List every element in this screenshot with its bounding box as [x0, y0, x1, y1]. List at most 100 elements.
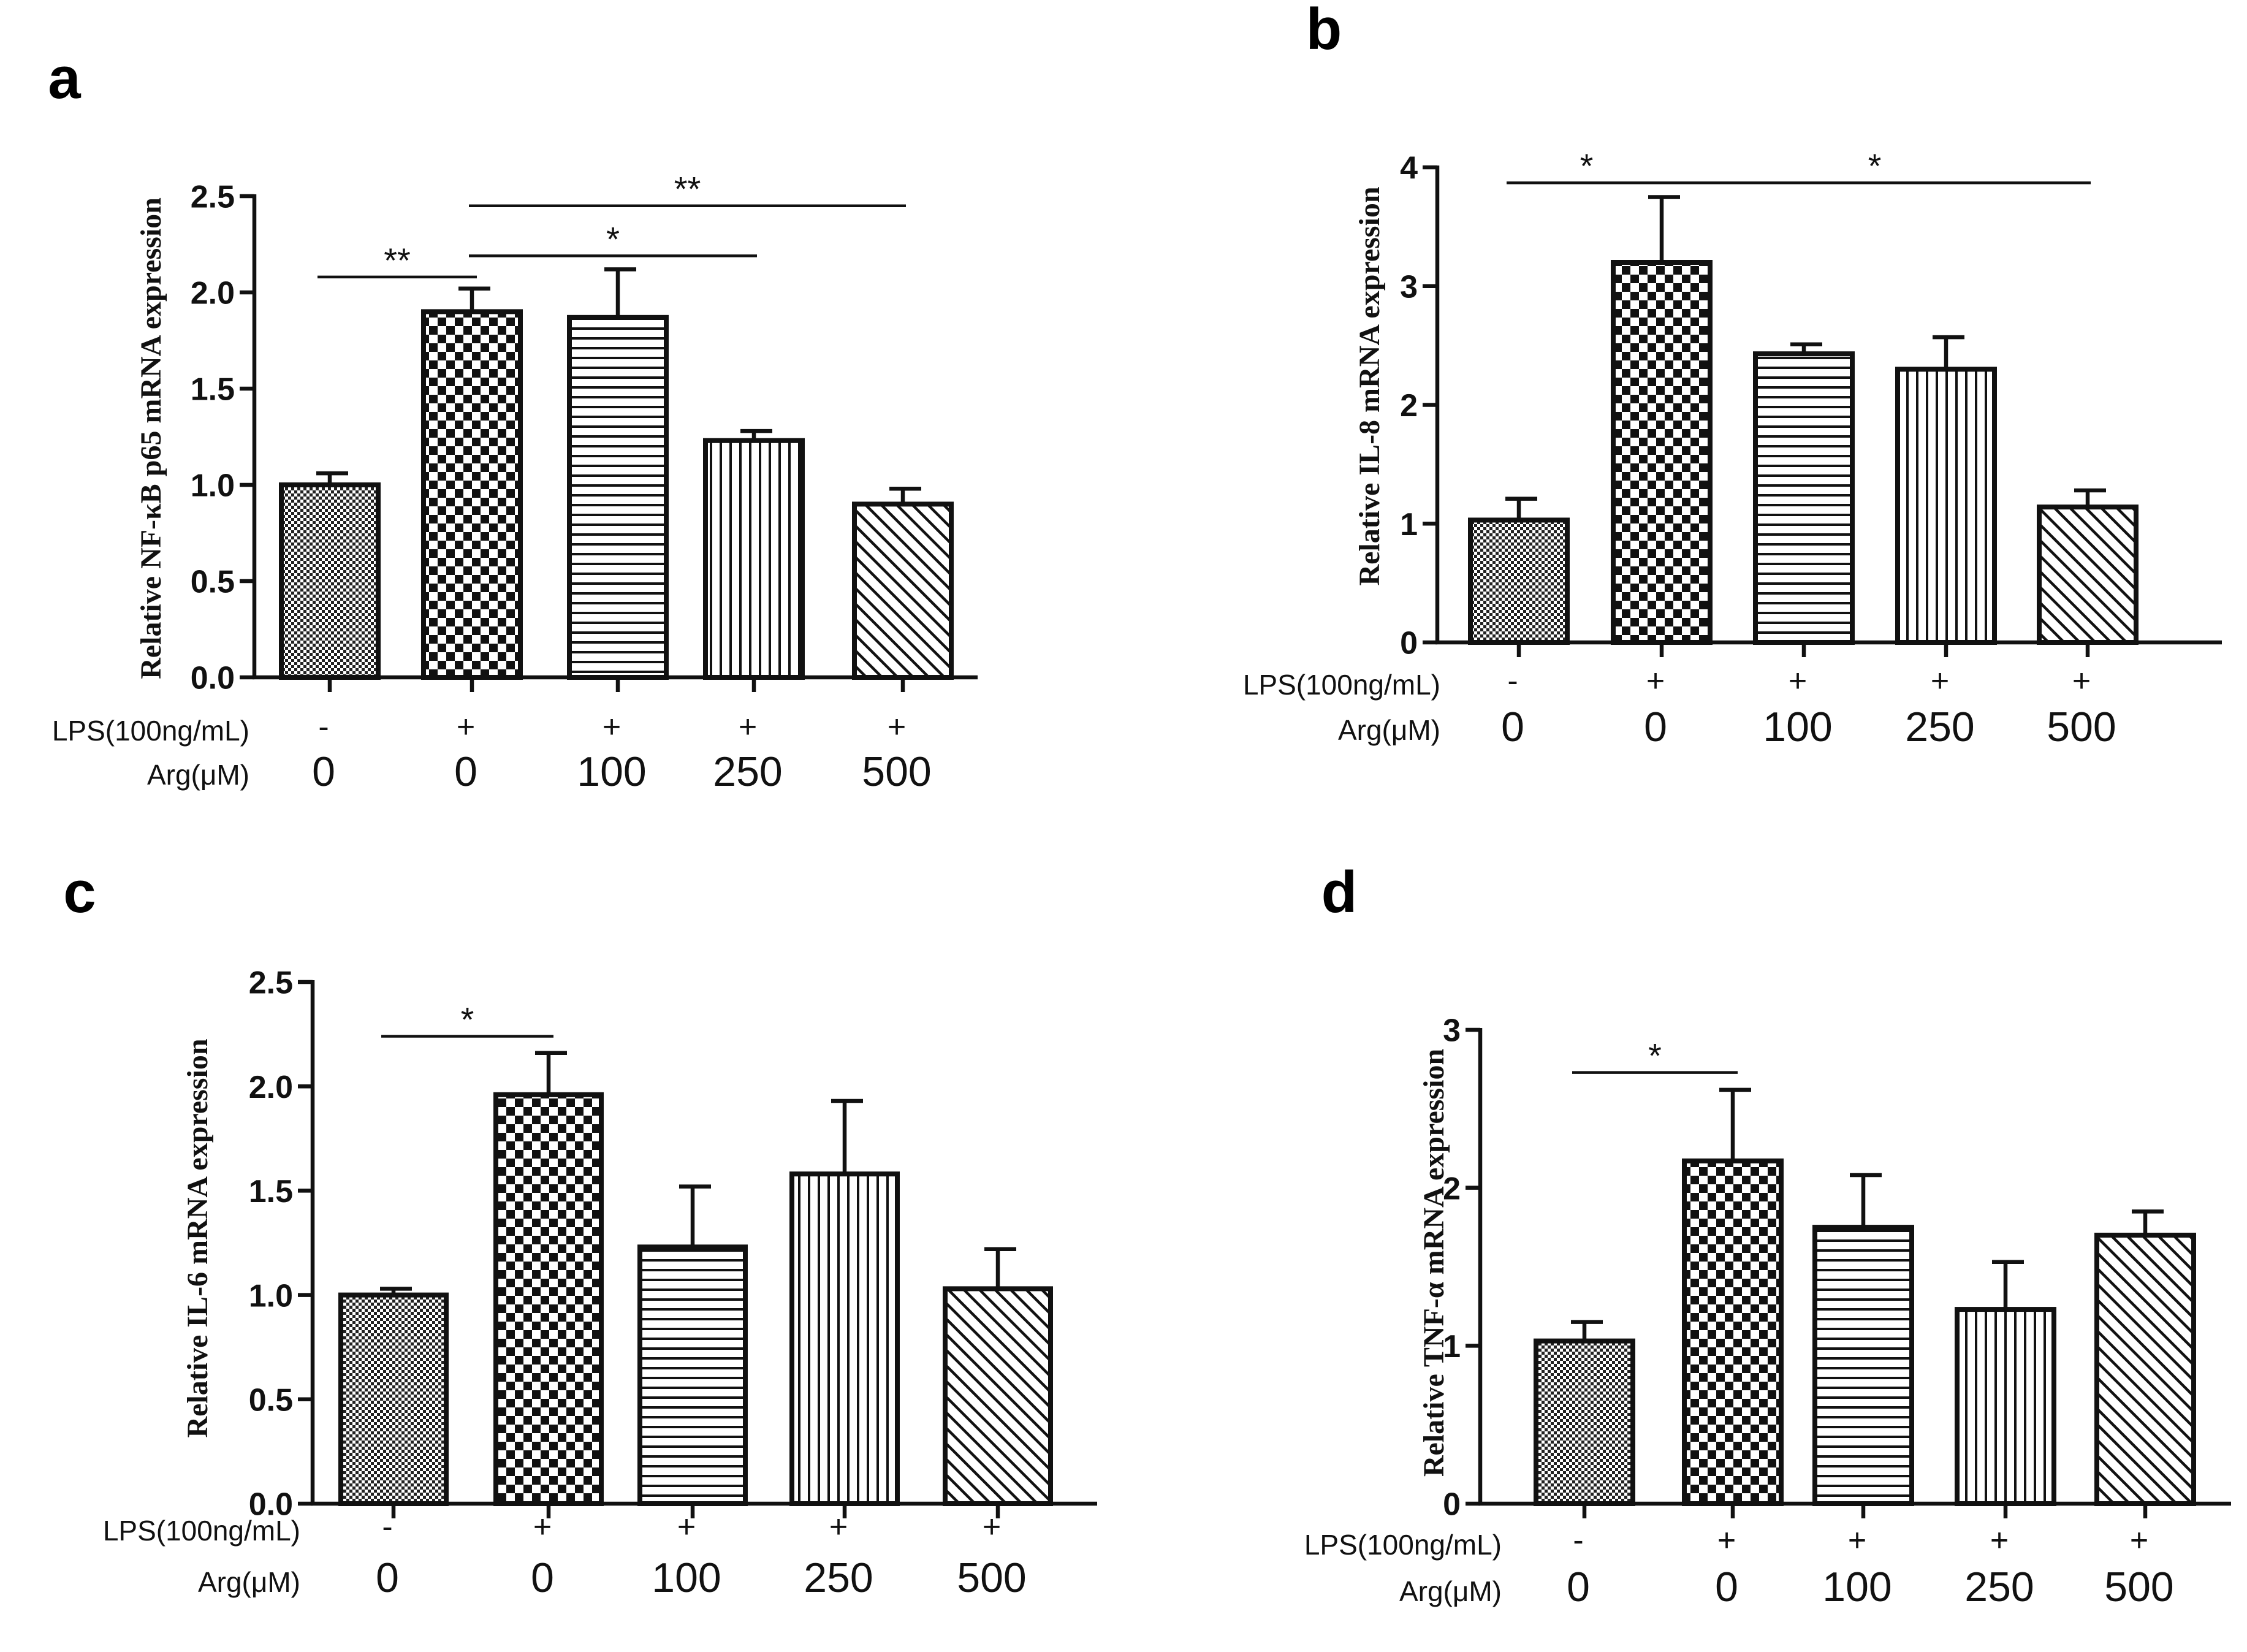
- bar: [2037, 504, 2139, 645]
- lps-sign: +: [983, 1509, 1001, 1545]
- y-axis-label: Relative NF-κB p65 mRNA expression: [135, 197, 167, 679]
- bar: [852, 501, 954, 680]
- y-tick-label: 0.0: [191, 661, 235, 696]
- bar: [493, 1092, 604, 1507]
- arg-value: 100: [1763, 704, 1832, 750]
- y-tick-label: 1: [1443, 1329, 1461, 1365]
- lps-sign: +: [1717, 1523, 1736, 1558]
- bar: [2094, 1232, 2196, 1506]
- chart-panel-b: b Relative IL-8 mRNA expression 0 1 2 3 4 * * LPS…: [1243, 0, 2222, 750]
- y-tick-label: 1.5: [191, 372, 235, 408]
- condition-row-label: LPS(100ng/mL): [52, 715, 249, 747]
- arg-value: 0: [376, 1555, 399, 1601]
- y-axis-label: Relative TNF-α mRNA expression: [1418, 1049, 1450, 1477]
- chart-panel-d: d Relative TNF-α mRNA expression 0 1 2 3 * LPS(…: [1304, 859, 2231, 1610]
- lps-sign: -: [1573, 1523, 1583, 1558]
- lps-sign: +: [1990, 1523, 2009, 1558]
- arg-value: 250: [713, 748, 782, 795]
- significance-label: *: [606, 219, 620, 258]
- bar: [567, 314, 669, 680]
- lps-sign: +: [888, 709, 906, 745]
- condition-row-label: LPS(100ng/mL): [1304, 1529, 1502, 1561]
- arg-value: 0: [1715, 1564, 1738, 1610]
- significance-label: *: [461, 1000, 474, 1039]
- y-tick-label: 2.5: [249, 965, 293, 1001]
- bar: [1468, 517, 1570, 645]
- y-tick-label: 2: [1443, 1171, 1461, 1206]
- arg-value: 0: [1567, 1564, 1590, 1610]
- y-tick-label: 0: [1443, 1487, 1461, 1523]
- arg-value: 100: [1822, 1564, 1892, 1610]
- y-tick-label: 2.5: [191, 180, 235, 215]
- lps-sign: -: [1507, 663, 1518, 699]
- bar: [943, 1286, 1053, 1506]
- bar: [1895, 367, 1997, 645]
- lps-sign: +: [1931, 663, 1949, 699]
- bar: [1753, 351, 1855, 645]
- bar: [1611, 260, 1713, 645]
- bar: [1955, 1307, 2056, 1507]
- bar: [703, 438, 805, 680]
- lps-sign: +: [1848, 1523, 1866, 1558]
- condition-row-label: LPS(100ng/mL): [103, 1515, 300, 1547]
- bar: [1812, 1225, 1914, 1507]
- y-tick-label: 1.5: [249, 1174, 293, 1209]
- panel-letter: b: [1306, 0, 1342, 62]
- significance-label: *: [1868, 147, 1882, 185]
- y-axis-label: Relative IL-8 mRNA expression: [1353, 186, 1386, 585]
- arg-value: 0: [1501, 704, 1524, 750]
- y-tick-label: 3: [1443, 1013, 1461, 1049]
- y-tick-label: 2.0: [191, 276, 235, 311]
- bar: [1534, 1338, 1635, 1506]
- y-tick-label: 0.5: [191, 565, 235, 600]
- lps-sign: -: [382, 1509, 392, 1545]
- y-axis-label: Relative IL-6 mRNA expression: [181, 1038, 214, 1437]
- significance-label: **: [384, 241, 411, 280]
- arg-value: 0: [1644, 704, 1667, 750]
- lps-sign: +: [829, 1509, 848, 1545]
- bar: [789, 1171, 900, 1506]
- arg-value: 0: [531, 1555, 554, 1601]
- y-tick-label: 1: [1400, 507, 1418, 542]
- arg-value: 500: [957, 1555, 1026, 1601]
- lps-sign: +: [533, 1509, 552, 1545]
- lps-sign: +: [2130, 1523, 2148, 1558]
- y-tick-label: 0: [1400, 626, 1418, 661]
- arg-value: 250: [1964, 1564, 2034, 1610]
- bar: [338, 1292, 449, 1507]
- significance-label: *: [1580, 147, 1594, 185]
- y-tick-label: 4: [1400, 151, 1418, 186]
- arg-value: 0: [312, 748, 335, 795]
- arg-value: 500: [2104, 1564, 2173, 1610]
- arg-value: 100: [577, 748, 646, 795]
- y-tick-label: 1.0: [191, 468, 235, 504]
- y-tick-label: 2.0: [249, 1070, 293, 1105]
- condition-row-label: Arg(μM): [147, 759, 249, 791]
- lps-sign: +: [739, 709, 757, 745]
- arg-value: 250: [1905, 704, 1974, 750]
- lps-sign: +: [1789, 663, 1807, 699]
- significance-label: *: [1648, 1037, 1662, 1075]
- arg-value: 500: [2047, 704, 2116, 750]
- y-tick-label: 0.5: [249, 1383, 293, 1418]
- y-tick-label: 3: [1400, 269, 1418, 305]
- y-tick-label: 0.0: [249, 1487, 293, 1523]
- panel-letter: a: [48, 45, 81, 111]
- lps-sign: +: [1646, 663, 1665, 699]
- chart-panel-c: c Relative IL-6 mRNA expression 0.0 0.5 1.0 1…: [63, 859, 1097, 1601]
- arg-value: 100: [652, 1555, 721, 1601]
- lps-sign: -: [318, 709, 329, 745]
- arg-value: 500: [862, 748, 931, 795]
- bar: [1682, 1158, 1784, 1506]
- bar: [279, 482, 381, 680]
- panel-letter: d: [1321, 859, 1358, 925]
- y-tick-label: 2: [1400, 388, 1418, 424]
- chart-panel-a: a Relative NF-κB p65 mRNA expression 0.0 0.…: [48, 45, 978, 795]
- bar: [637, 1244, 748, 1506]
- significance-label: **: [674, 170, 701, 208]
- lps-sign: +: [457, 709, 475, 745]
- bar: [421, 309, 523, 680]
- condition-row-label: LPS(100ng/mL): [1243, 669, 1440, 701]
- condition-row-label: Arg(μM): [1338, 714, 1440, 746]
